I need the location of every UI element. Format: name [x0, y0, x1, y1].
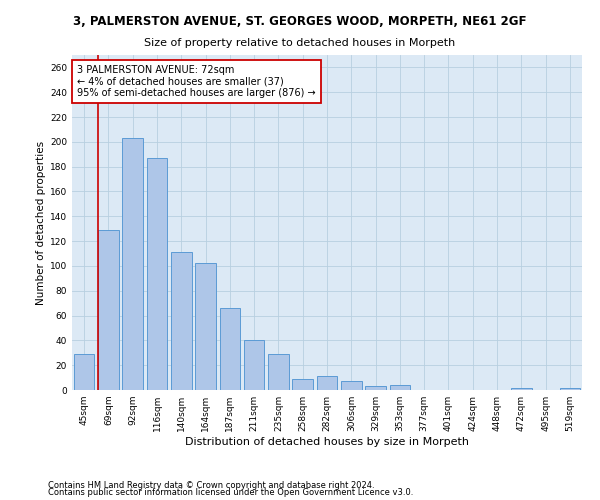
- Bar: [74, 354, 94, 390]
- Text: Contains public sector information licensed under the Open Government Licence v3: Contains public sector information licen…: [48, 488, 413, 497]
- Text: 3 PALMERSTON AVENUE: 72sqm
← 4% of detached houses are smaller (37)
95% of semi-: 3 PALMERSTON AVENUE: 72sqm ← 4% of detac…: [77, 65, 316, 98]
- Bar: [122, 138, 143, 390]
- Bar: [560, 388, 580, 390]
- Text: Contains HM Land Registry data © Crown copyright and database right 2024.: Contains HM Land Registry data © Crown c…: [48, 480, 374, 490]
- Bar: [292, 379, 313, 390]
- Bar: [171, 252, 191, 390]
- Text: 3, PALMERSTON AVENUE, ST. GEORGES WOOD, MORPETH, NE61 2GF: 3, PALMERSTON AVENUE, ST. GEORGES WOOD, …: [73, 15, 527, 28]
- Bar: [220, 308, 240, 390]
- Bar: [98, 230, 119, 390]
- Bar: [317, 376, 337, 390]
- X-axis label: Distribution of detached houses by size in Morpeth: Distribution of detached houses by size …: [185, 437, 469, 447]
- Bar: [146, 158, 167, 390]
- Bar: [511, 388, 532, 390]
- Y-axis label: Number of detached properties: Number of detached properties: [36, 140, 46, 304]
- Bar: [195, 264, 216, 390]
- Bar: [244, 340, 265, 390]
- Text: Size of property relative to detached houses in Morpeth: Size of property relative to detached ho…: [145, 38, 455, 48]
- Bar: [365, 386, 386, 390]
- Bar: [389, 385, 410, 390]
- Bar: [268, 354, 289, 390]
- Bar: [341, 382, 362, 390]
